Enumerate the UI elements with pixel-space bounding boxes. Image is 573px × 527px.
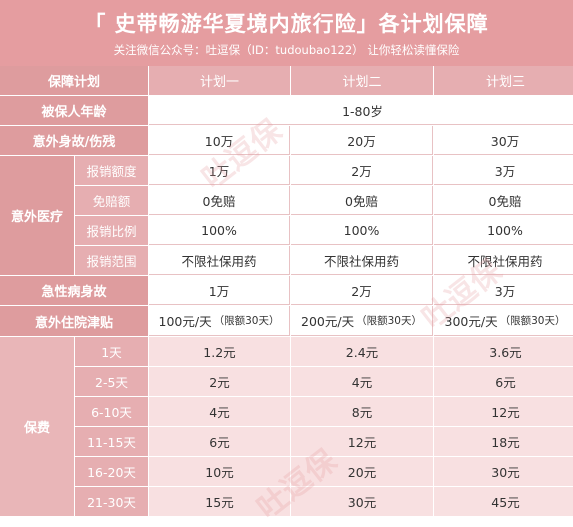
medical-limit-plan-3: 3万 — [434, 156, 573, 185]
reimburse-scope-plan-2: 不限社保用药 — [291, 246, 433, 275]
hospital-allowance-plan-2-value: 200元/天 — [301, 314, 355, 329]
deductible-plan-3: 0免赔 — [434, 186, 573, 215]
premium-period-6-plan-2: 30元 — [291, 487, 433, 516]
medical-limit-plan-2: 2万 — [291, 156, 433, 185]
premium-period-4-plan-2: 12元 — [291, 427, 433, 456]
deductible-plan-2: 0免赔 — [291, 186, 433, 215]
premium-period-3-plan-2: 8元 — [291, 397, 433, 426]
premium-period-5: 16-20天 — [75, 457, 148, 486]
premium-period-1: 1天 — [75, 337, 148, 366]
hospital-limit-note-2: （限额30天） — [356, 315, 422, 327]
header-banner: 「 史带畅游华夏境内旅行险」各计划保障 关注微信公众号：吐逗保（ID：tudou… — [0, 0, 573, 67]
premium-period-3-plan-3: 12元 — [434, 397, 573, 426]
premium-period-1-plan-3: 3.6元 — [434, 337, 573, 366]
premium-period-5-plan-1: 10元 — [149, 457, 290, 486]
medical-limit-plan-1: 1万 — [149, 156, 290, 185]
premium-period-4: 11-15天 — [75, 427, 148, 456]
reimburse-ratio-label: 报销比例 — [75, 216, 148, 245]
premium-period-4-plan-1: 6元 — [149, 427, 290, 456]
premium-period-1-plan-2: 2.4元 — [291, 337, 433, 366]
coverage-table: 保障计划 计划一 计划二 计划三 被保人年龄 1-80岁 意外身故/伤残 10万… — [0, 66, 573, 523]
premium-period-6-plan-1: 15元 — [149, 487, 290, 516]
premium-period-6: 21-30天 — [75, 487, 148, 516]
page-subtitle: 关注微信公众号：吐逗保（ID：tudoubao122） 让你轻松读懂保险 — [113, 43, 460, 57]
reimburse-scope-plan-1: 不限社保用药 — [149, 246, 290, 275]
premium-period-6-plan-3: 45元 — [434, 487, 573, 516]
premium-period-2-plan-3: 6元 — [434, 367, 573, 396]
premium-period-2-plan-2: 4元 — [291, 367, 433, 396]
accident-death-label: 意外身故/伤残 — [0, 126, 148, 155]
reimburse-scope-label: 报销范围 — [75, 246, 148, 275]
hospital-allowance-plan-1-value: 100元/天 — [158, 314, 212, 329]
hospital-allowance-plan-3: 300元/天 （限额30天） — [434, 306, 573, 336]
premium-period-1-plan-1: 1.2元 — [149, 337, 290, 366]
premium-period-3: 6-10天 — [75, 397, 148, 426]
plan-3-header: 计划三 — [434, 66, 573, 95]
deductible-label: 免赔额 — [75, 186, 148, 215]
hospital-limit-note-1: （限额30天） — [213, 315, 280, 327]
plan-2-header: 计划二 — [291, 66, 433, 95]
reimburse-scope-plan-3: 不限社保用药 — [434, 246, 573, 275]
plan-1-header: 计划一 — [149, 66, 290, 95]
reimburse-ratio-plan-1: 100% — [149, 216, 290, 245]
premium-period-5-plan-3: 30元 — [434, 457, 573, 486]
reimburse-ratio-plan-2: 100% — [291, 216, 433, 245]
reimburse-ratio-plan-3: 100% — [434, 216, 573, 245]
sudden-death-label: 急性病身故 — [0, 276, 148, 305]
hospital-limit-note-3: （限额30天） — [499, 315, 566, 327]
sudden-death-plan-2: 2万 — [291, 276, 433, 305]
deductible-plan-1: 0免赔 — [149, 186, 290, 215]
hospital-allowance-plan-3-value: 300元/天 — [444, 314, 498, 329]
premium-period-5-plan-2: 20元 — [291, 457, 433, 486]
medical-limit-label: 报销额度 — [75, 156, 148, 185]
accident-death-plan-2: 20万 — [291, 126, 433, 155]
premium-label: 保费 — [0, 337, 74, 516]
sudden-death-plan-1: 1万 — [149, 276, 290, 305]
medical-label: 意外医疗 — [0, 156, 74, 275]
page-title: 「 史带畅游华夏境内旅行险」各计划保障 — [84, 12, 489, 36]
premium-period-2-plan-1: 2元 — [149, 367, 290, 396]
accident-death-plan-1: 10万 — [149, 126, 290, 155]
hospital-allowance-plan-1: 100元/天 （限额30天） — [149, 306, 290, 336]
age-value: 1-80岁 — [149, 96, 573, 125]
premium-period-3-plan-1: 4元 — [149, 397, 290, 426]
hospital-allowance-label: 意外住院津贴 — [0, 306, 148, 336]
sudden-death-plan-3: 3万 — [434, 276, 573, 305]
premium-period-2: 2-5天 — [75, 367, 148, 396]
accident-death-plan-3: 30万 — [434, 126, 573, 155]
hospital-allowance-plan-2: 200元/天 （限额30天） — [291, 306, 433, 336]
header-plan-label: 保障计划 — [0, 66, 148, 95]
age-label: 被保人年龄 — [0, 96, 148, 125]
premium-period-4-plan-3: 18元 — [434, 427, 573, 456]
